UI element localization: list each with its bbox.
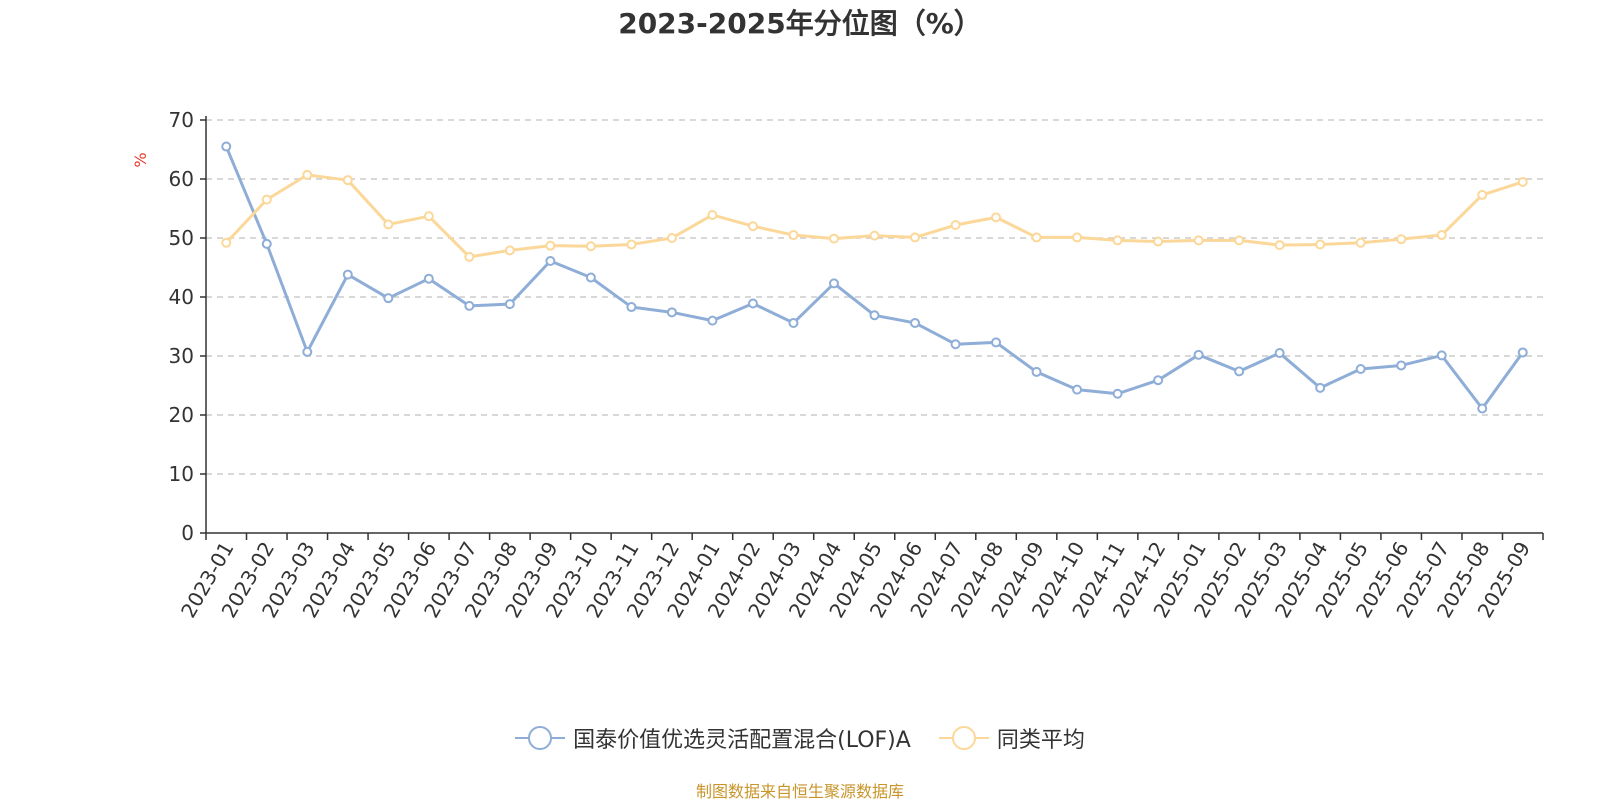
data-point-series-0[interactable]	[666, 307, 677, 318]
data-point-series-0[interactable]	[504, 299, 515, 310]
y-tick-label: 30	[169, 344, 194, 368]
legend-item-series-0[interactable]: 国泰价值优选灵活配置混合(LOF)A	[515, 722, 911, 754]
data-point-series-0[interactable]	[464, 300, 475, 311]
data-point-series-0[interactable]	[302, 346, 313, 357]
data-point-series-0[interactable]	[423, 273, 434, 284]
data-point-series-1[interactable]	[1072, 232, 1083, 243]
y-tick-label: 0	[181, 521, 194, 545]
data-point-series-0[interactable]	[221, 141, 232, 152]
data-point-series-0[interactable]	[1153, 375, 1164, 386]
data-point-series-0[interactable]	[1436, 350, 1447, 361]
data-point-series-1[interactable]	[302, 169, 313, 180]
data-point-series-0[interactable]	[1234, 366, 1245, 377]
data-point-series-1[interactable]	[707, 209, 718, 220]
y-tick-label: 50	[169, 226, 194, 250]
data-point-series-1[interactable]	[626, 239, 637, 250]
legend-marker-series-1	[938, 726, 989, 750]
data-point-series-1[interactable]	[342, 175, 353, 186]
data-point-series-1[interactable]	[423, 211, 434, 222]
data-point-series-1[interactable]	[1477, 189, 1488, 200]
data-point-series-1[interactable]	[504, 245, 515, 256]
data-point-series-0[interactable]	[1112, 388, 1123, 399]
data-point-series-1[interactable]	[869, 230, 880, 241]
data-point-series-0[interactable]	[1193, 349, 1204, 360]
data-point-series-0[interactable]	[626, 302, 637, 313]
data-point-series-0[interactable]	[342, 269, 353, 280]
y-tick-label: 10	[169, 462, 194, 486]
legend-label-series-1: 同类平均	[996, 728, 1085, 753]
legend-marker-series-0	[515, 726, 566, 750]
data-point-series-0[interactable]	[585, 272, 596, 283]
series-line-1	[225, 173, 1524, 259]
data-point-series-1[interactable]	[221, 237, 232, 248]
data-point-series-0[interactable]	[383, 293, 394, 304]
data-point-series-1[interactable]	[545, 240, 556, 251]
data-point-series-1[interactable]	[261, 194, 272, 205]
data-point-series-1[interactable]	[1193, 235, 1204, 246]
data-point-series-0[interactable]	[1274, 348, 1285, 359]
data-point-series-1[interactable]	[1355, 237, 1366, 248]
y-axis-unit: %	[131, 152, 150, 167]
data-point-series-1[interactable]	[788, 230, 799, 241]
data-point-series-0[interactable]	[1517, 347, 1528, 358]
y-tick-label: 70	[169, 108, 194, 132]
data-point-series-1[interactable]	[1274, 240, 1285, 251]
data-point-series-1[interactable]	[828, 233, 839, 244]
data-point-series-0[interactable]	[828, 278, 839, 289]
data-point-series-1[interactable]	[1112, 235, 1123, 246]
data-point-series-1[interactable]	[1396, 234, 1407, 245]
grid-lines	[206, 119, 1543, 475]
data-point-series-0[interactable]	[910, 317, 921, 328]
data-point-series-1[interactable]	[1153, 236, 1164, 247]
y-tick-label: 20	[169, 403, 194, 427]
data-point-series-1[interactable]	[991, 212, 1002, 223]
data-point-series-0[interactable]	[1031, 366, 1042, 377]
data-point-series-1[interactable]	[910, 232, 921, 243]
y-tick-label: 60	[169, 167, 194, 191]
source-note: 制图数据来自恒生聚源数据库	[695, 782, 904, 801]
chart-title: 2023-2025年分位图（%）	[618, 7, 982, 40]
data-point-series-0[interactable]	[1355, 363, 1366, 374]
data-point-series-0[interactable]	[788, 317, 799, 328]
data-point-series-0[interactable]	[545, 256, 556, 267]
data-point-series-1[interactable]	[950, 220, 961, 231]
data-point-series-1[interactable]	[464, 251, 475, 262]
legend: 国泰价值优选灵活配置混合(LOF)A 同类平均	[0, 722, 1600, 754]
series-line-0	[224, 145, 1524, 411]
data-point-series-0[interactable]	[1315, 382, 1326, 393]
data-point-series-0[interactable]	[1072, 384, 1083, 395]
data-point-series-1[interactable]	[666, 233, 677, 243]
data-point-series-0[interactable]	[1477, 403, 1488, 414]
data-point-series-0[interactable]	[261, 238, 272, 249]
data-point-series-1[interactable]	[1315, 239, 1326, 250]
axes: 0102030405060702023-012023-022023-032023…	[169, 108, 1544, 622]
data-point-series-0[interactable]	[991, 337, 1002, 348]
data-point-series-1[interactable]	[1031, 232, 1042, 243]
data-point-series-1[interactable]	[1234, 235, 1245, 246]
data-point-series-0[interactable]	[869, 310, 880, 321]
data-point-series-0[interactable]	[950, 339, 961, 350]
data-point-series-1[interactable]	[747, 221, 758, 232]
data-point-series-0[interactable]	[1396, 360, 1407, 371]
data-point-series-1[interactable]	[1436, 230, 1447, 241]
data-point-series-0[interactable]	[747, 298, 758, 309]
legend-item-series-1[interactable]: 同类平均	[938, 722, 1085, 754]
legend-label-series-0: 国泰价值优选灵活配置混合(LOF)A	[573, 728, 911, 753]
y-tick-label: 40	[169, 285, 194, 309]
series-lines	[221, 141, 1528, 414]
data-point-series-0[interactable]	[707, 315, 718, 326]
data-point-series-1[interactable]	[1517, 176, 1528, 187]
data-point-series-1[interactable]	[585, 241, 596, 252]
data-point-series-1[interactable]	[383, 219, 394, 230]
